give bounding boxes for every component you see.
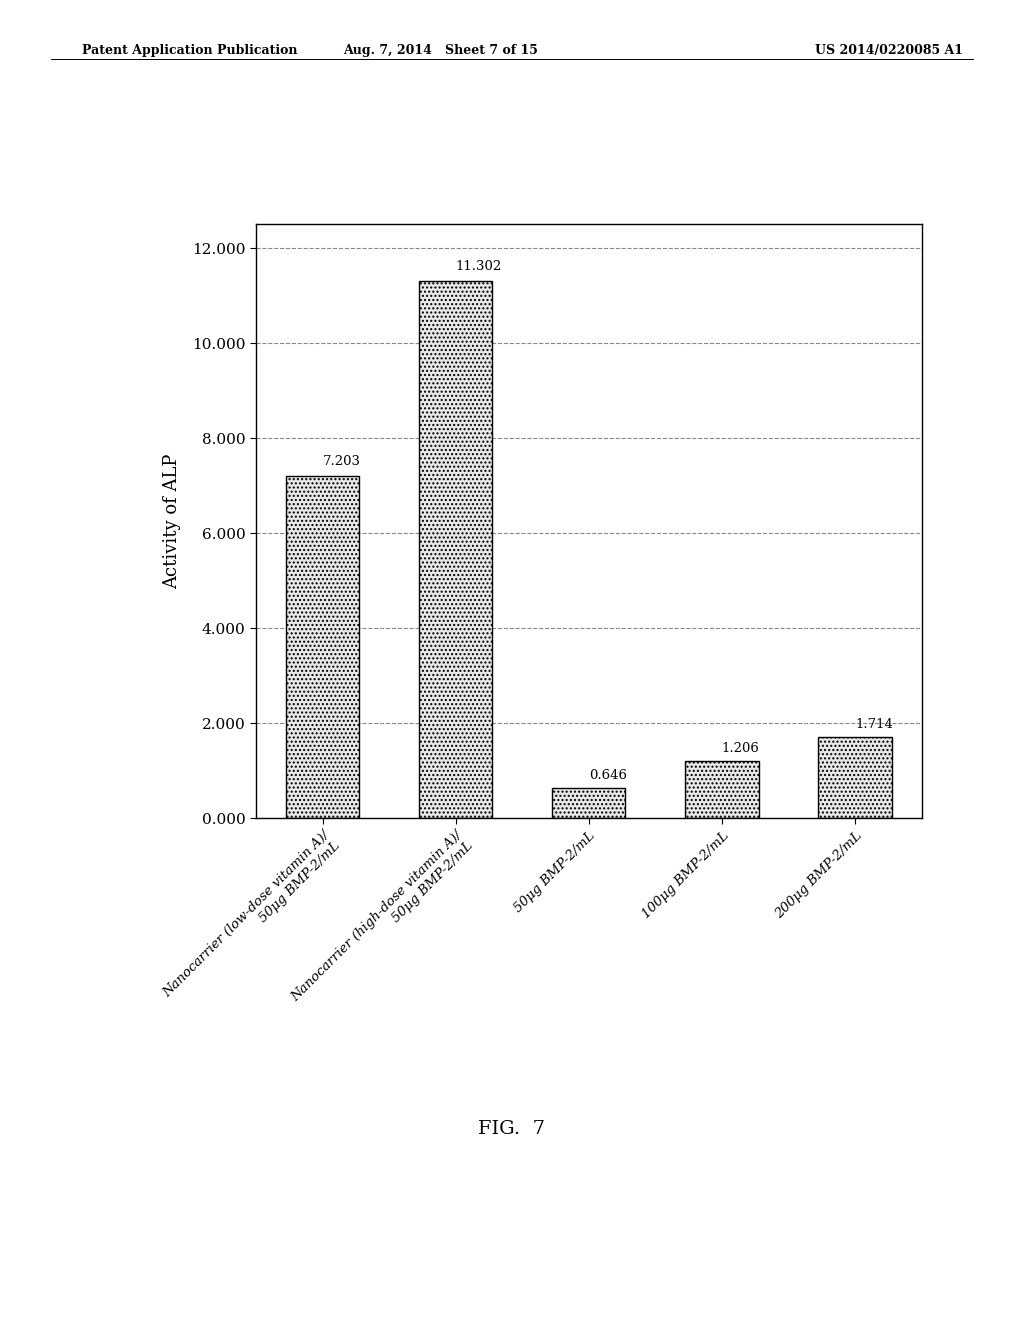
Text: 1.714: 1.714 <box>855 718 893 731</box>
Bar <box>685 762 759 818</box>
Bar <box>286 477 359 818</box>
Bar <box>419 281 493 818</box>
Text: Patent Application Publication: Patent Application Publication <box>82 44 297 57</box>
Bar <box>552 788 626 818</box>
Text: 11.302: 11.302 <box>456 260 502 273</box>
Text: Aug. 7, 2014   Sheet 7 of 15: Aug. 7, 2014 Sheet 7 of 15 <box>343 44 538 57</box>
Text: 1.206: 1.206 <box>722 742 760 755</box>
Text: FIG.  7: FIG. 7 <box>478 1119 546 1138</box>
Bar <box>818 737 892 818</box>
Y-axis label: Activity of ALP: Activity of ALP <box>163 454 181 589</box>
Text: US 2014/0220085 A1: US 2014/0220085 A1 <box>814 44 963 57</box>
Text: 0.646: 0.646 <box>589 770 627 781</box>
Text: 7.203: 7.203 <box>323 454 360 467</box>
